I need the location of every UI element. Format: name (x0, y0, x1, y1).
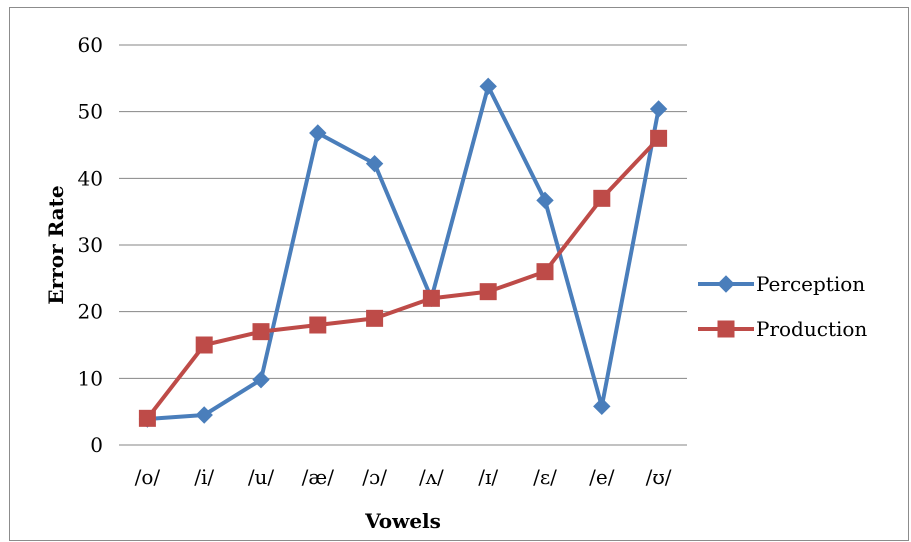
data-point-production (650, 129, 668, 147)
data-point-perception (536, 191, 554, 210)
legend-label-production: Production (756, 317, 867, 341)
x-tick-label: /æ/ (302, 465, 335, 489)
data-point-perception (195, 406, 213, 424)
data-point-production (138, 409, 156, 427)
series-markers (138, 77, 668, 428)
data-point-perception (649, 100, 668, 118)
x-tick-label: /o/ (135, 465, 161, 489)
series-lines (145, 84, 661, 421)
data-point-perception (365, 154, 384, 173)
data-point-perception (593, 397, 611, 416)
data-point-production (252, 323, 270, 341)
legend-marker-perception (717, 275, 735, 293)
gridlines (119, 44, 687, 379)
legend-marker-production (717, 320, 735, 338)
data-point-perception (252, 370, 270, 389)
y-tick-label: 0 (90, 433, 103, 457)
x-tick-label: /ɔ/ (362, 465, 387, 489)
legend: Perception Production (698, 272, 867, 341)
legend-label-perception: Perception (756, 272, 865, 296)
data-point-production (366, 309, 384, 327)
data-point-production (536, 263, 554, 281)
data-point-production (195, 336, 213, 354)
x-tick-label: /i/ (194, 465, 214, 489)
y-tick-labels: 0 10 20 30 40 50 60 (78, 33, 103, 457)
data-point-production (593, 189, 611, 207)
x-tick-label: /ʌ/ (419, 465, 444, 489)
y-tick-label: 60 (78, 33, 103, 57)
data-point-production (479, 283, 497, 301)
x-tick-label: /ɛ/ (533, 465, 557, 489)
x-tick-label: /u/ (248, 465, 275, 489)
series-line-perception (145, 84, 661, 421)
x-tick-labels: /o/ /i/ /u/ /æ/ /ɔ/ /ʌ/ /ɪ/ /ɛ/ /e/ /ʊ/ (135, 465, 672, 489)
y-tick-label: 20 (78, 300, 103, 324)
x-tick-label: /ɪ/ (478, 465, 498, 489)
y-tick-label: 50 (78, 100, 103, 124)
x-tick-label: /e/ (589, 465, 615, 489)
y-tick-label: 10 (78, 366, 103, 390)
data-point-perception (309, 124, 327, 142)
y-tick-label: 30 (78, 233, 103, 257)
x-axis-title: Vowels (364, 509, 441, 533)
data-point-production (309, 316, 327, 334)
x-tick-label: /ʊ/ (646, 465, 672, 489)
y-tick-label: 40 (78, 166, 103, 190)
chart-frame (9, 7, 909, 541)
series-line-production (145, 136, 661, 421)
data-point-perception (479, 77, 497, 96)
data-point-production (422, 289, 440, 307)
y-axis-title: Error Rate (44, 185, 68, 304)
